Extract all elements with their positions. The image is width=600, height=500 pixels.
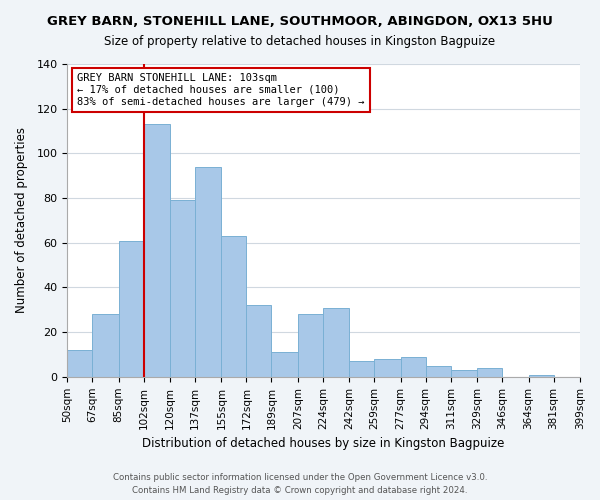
Bar xyxy=(349,361,374,377)
Bar xyxy=(529,374,554,377)
Bar xyxy=(119,240,143,377)
Bar xyxy=(221,236,247,377)
Bar xyxy=(374,359,401,377)
Bar xyxy=(401,356,426,377)
Bar xyxy=(247,306,271,377)
Bar xyxy=(67,350,92,377)
Bar xyxy=(323,308,349,377)
Bar xyxy=(426,366,451,377)
Text: GREY BARN STONEHILL LANE: 103sqm
← 17% of detached houses are smaller (100)
83% : GREY BARN STONEHILL LANE: 103sqm ← 17% o… xyxy=(77,74,365,106)
X-axis label: Distribution of detached houses by size in Kingston Bagpuize: Distribution of detached houses by size … xyxy=(142,437,505,450)
Bar xyxy=(92,314,119,377)
Bar xyxy=(170,200,195,377)
Y-axis label: Number of detached properties: Number of detached properties xyxy=(15,128,28,314)
Bar xyxy=(298,314,323,377)
Bar xyxy=(195,167,221,377)
Text: Contains HM Land Registry data © Crown copyright and database right 2024.: Contains HM Land Registry data © Crown c… xyxy=(132,486,468,495)
Bar xyxy=(477,368,502,377)
Text: GREY BARN, STONEHILL LANE, SOUTHMOOR, ABINGDON, OX13 5HU: GREY BARN, STONEHILL LANE, SOUTHMOOR, AB… xyxy=(47,15,553,28)
Text: Size of property relative to detached houses in Kingston Bagpuize: Size of property relative to detached ho… xyxy=(104,35,496,48)
Bar xyxy=(143,124,170,377)
Bar xyxy=(271,352,298,377)
Bar xyxy=(451,370,477,377)
Text: Contains public sector information licensed under the Open Government Licence v3: Contains public sector information licen… xyxy=(113,474,487,482)
